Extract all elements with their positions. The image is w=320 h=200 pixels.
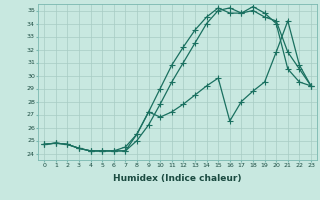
X-axis label: Humidex (Indice chaleur): Humidex (Indice chaleur) — [113, 174, 242, 183]
